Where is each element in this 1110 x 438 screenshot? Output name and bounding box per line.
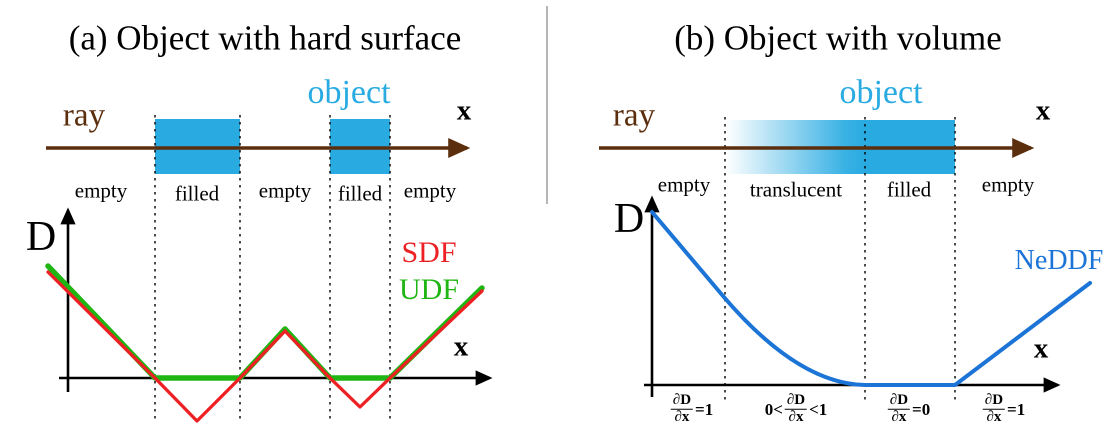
- panel-a-x-plot-label: x: [453, 330, 469, 363]
- panel-a-ray-label: ray: [62, 97, 106, 134]
- derivative-numerator: ∂D: [670, 391, 694, 410]
- derivative-numerator: ∂D: [784, 391, 808, 410]
- neddf-curve: [650, 210, 1092, 387]
- legend-udf-label: UDF: [398, 273, 460, 306]
- panel-b-object-label: object: [839, 74, 923, 111]
- derivative-denominator: ∂x: [674, 408, 690, 425]
- panel-b-x-top-label: x: [1035, 94, 1051, 127]
- panel-b-ray-label: ray: [612, 97, 656, 134]
- panel-a-x-top-label: x: [456, 94, 472, 127]
- derivative-fraction: ∂D ∂x: [784, 391, 808, 426]
- derivative-prefix: 0<: [764, 399, 783, 419]
- derivative-suffix: =1: [695, 399, 714, 419]
- panel-a-d-axis-label: D: [25, 214, 57, 260]
- derivative-denominator: ∂x: [788, 408, 804, 425]
- panel-a-region-label: filled: [337, 181, 383, 206]
- derivative-label-1: ∂D ∂x =1: [669, 391, 714, 426]
- panel-b-region-label: translucent: [749, 177, 843, 202]
- derivative-denominator: ∂x: [986, 408, 1002, 425]
- panel-b-region-label: empty: [981, 172, 1035, 197]
- panel-a-region-label: empty: [258, 178, 312, 203]
- panel-a-region-label: empty: [74, 178, 128, 203]
- derivative-denominator: ∂x: [891, 408, 907, 425]
- panel-b-x-plot-label: x: [1033, 332, 1049, 365]
- derivative-label-4: ∂D ∂x =1: [981, 391, 1026, 426]
- panel-b-region-label: filled: [886, 177, 932, 202]
- panel-a-region-label: empty: [403, 178, 457, 203]
- legend-sdf-label: SDF: [401, 236, 457, 269]
- derivative-label-2: 0< ∂D ∂x <1: [764, 391, 828, 426]
- panel-b-title: (b) Object with volume: [674, 18, 1002, 58]
- panel-b-d-axis-label: D: [613, 196, 645, 242]
- sdf-curve: [46, 270, 484, 423]
- neddf-curve-label: NeDDF: [1014, 245, 1104, 276]
- panel-a-title: (a) Object with hard surface: [68, 18, 462, 58]
- derivative-suffix: <1: [809, 399, 828, 419]
- derivative-label-3: ∂D ∂x =0: [886, 391, 931, 426]
- derivative-numerator: ∂D: [982, 391, 1006, 410]
- derivative-numerator: ∂D: [887, 391, 911, 410]
- panel-a-region-label: filled: [174, 181, 220, 206]
- panel-b-region-label: empty: [657, 172, 711, 197]
- derivative-fraction: ∂D ∂x: [670, 391, 694, 426]
- derivative-fraction: ∂D ∂x: [982, 391, 1006, 426]
- derivative-fraction: ∂D ∂x: [887, 391, 911, 426]
- derivative-suffix: =1: [1007, 399, 1026, 419]
- panel-a-object-label: object: [307, 74, 391, 111]
- derivative-suffix: =0: [912, 399, 931, 419]
